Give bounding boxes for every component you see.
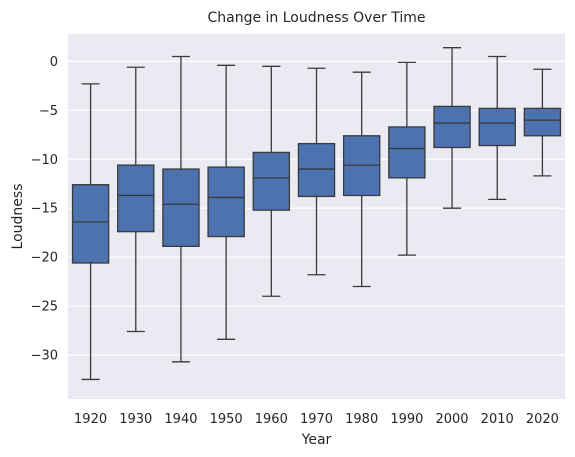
iqr-box xyxy=(117,164,155,233)
x-axis-label: Year xyxy=(301,432,332,448)
x-tick-label: 1950 xyxy=(210,412,243,427)
y-tick-labels: 0 −5 −10 −15 −20 −25 −30 xyxy=(31,55,58,364)
box-2000 xyxy=(433,47,471,209)
box-1920 xyxy=(71,83,110,381)
box-2010 xyxy=(478,55,516,201)
boxes xyxy=(71,47,562,381)
x-tick-label: 1920 xyxy=(74,412,107,427)
iqr-box xyxy=(71,184,110,264)
y-tick-label: −25 xyxy=(31,300,58,315)
iqr-box xyxy=(162,168,200,247)
x-tick-label: 1990 xyxy=(390,412,423,427)
box-1930 xyxy=(117,66,155,333)
iqr-box xyxy=(207,166,245,238)
iqr-box xyxy=(252,151,291,211)
chart-title: Change in Loudness Over Time xyxy=(207,10,425,26)
iqr-box xyxy=(433,105,471,149)
box-1960 xyxy=(252,65,291,297)
x-tick-label: 1940 xyxy=(164,412,197,427)
box-1950 xyxy=(207,64,245,340)
y-tick-label: −5 xyxy=(39,104,58,119)
x-tick-label: 1960 xyxy=(255,412,288,427)
box-1970 xyxy=(297,67,336,276)
x-tick-label: 1980 xyxy=(345,412,378,427)
y-tick-label: −30 xyxy=(31,348,58,363)
box-1940 xyxy=(162,55,200,363)
x-tick-label: 2000 xyxy=(435,412,468,427)
y-tick-label: −15 xyxy=(31,202,58,217)
y-tick-label: −10 xyxy=(31,153,58,168)
x-tick-label: 1970 xyxy=(300,412,333,427)
x-tick-label: 1930 xyxy=(119,412,152,427)
iqr-box xyxy=(523,107,562,137)
x-tick-label: 2020 xyxy=(526,412,559,427)
y-tick-label: 0 xyxy=(50,55,58,70)
iqr-box xyxy=(388,126,426,179)
box-1990 xyxy=(388,61,426,256)
iqr-box xyxy=(297,142,336,198)
box-2020 xyxy=(523,68,562,177)
y-axis-label: Loudness xyxy=(10,184,26,250)
iqr-box xyxy=(478,107,516,147)
box-1980 xyxy=(342,71,381,288)
x-tick-labels: 1920 1930 1940 1950 1960 1970 1980 1990 2000 2010… xyxy=(74,412,559,427)
x-tick-label: 2010 xyxy=(481,412,514,427)
y-tick-label: −20 xyxy=(31,251,58,266)
